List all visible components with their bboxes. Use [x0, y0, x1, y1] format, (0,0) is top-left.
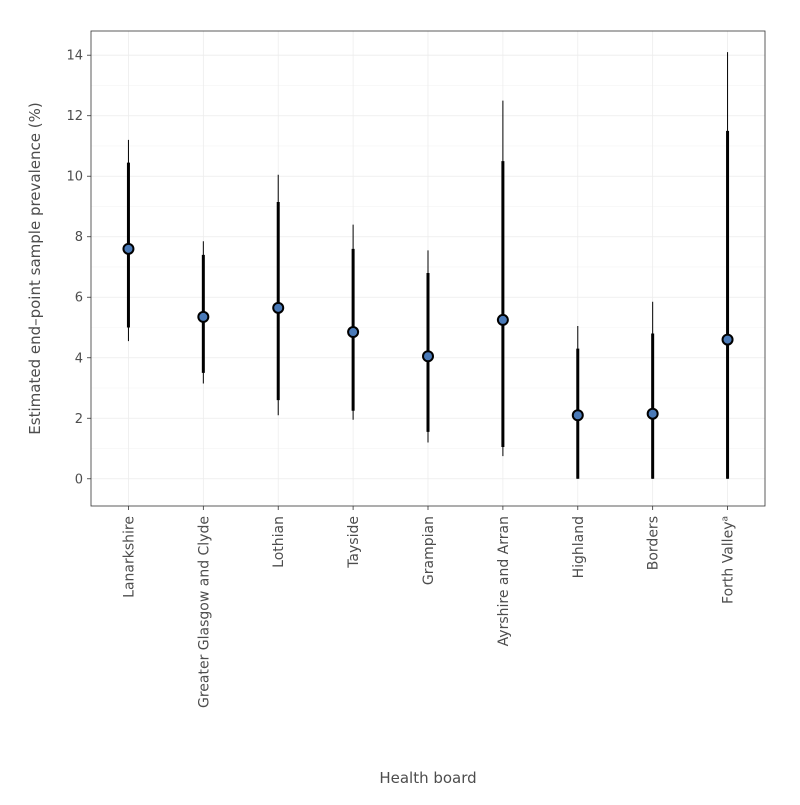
- data-marks: [122, 52, 734, 479]
- x-axis-title: Health board: [379, 769, 476, 787]
- x-tick-label: Highland: [571, 516, 587, 578]
- x-tick-label: Ayrshire and Arran: [496, 516, 512, 646]
- estimate-point: [571, 409, 584, 422]
- x-tick-label: Borders: [646, 516, 662, 570]
- x-tick-label: Tayside: [346, 516, 362, 569]
- x-tick-label-text: Lanarkshire: [121, 516, 137, 598]
- estimate-point: [422, 350, 434, 363]
- x-tick-label-text: Borders: [646, 516, 662, 570]
- estimate-point: [721, 333, 734, 346]
- x-tick-label: Grampian: [421, 516, 437, 585]
- x-tick-label-text: Forth Valley: [721, 522, 737, 604]
- x-tick-label: Greater Glasgow and Clyde: [196, 516, 212, 708]
- x-tick-label-superscript: a: [721, 516, 731, 522]
- estimate-point: [272, 301, 285, 314]
- x-tick-label-text: Highland: [571, 516, 587, 578]
- estimate-point: [197, 310, 210, 323]
- x-tick-label-text: Tayside: [346, 516, 362, 569]
- x-tick-label-text: Ayrshire and Arran: [496, 516, 512, 646]
- x-axis: Lanarkshire Greater Glasgow and Clyde Loth…: [121, 506, 737, 708]
- y-tick-label: 6: [75, 291, 83, 306]
- y-axis-title: Estimated end–point sample prevalence (%…: [26, 102, 44, 434]
- y-tick-label: 12: [66, 109, 83, 124]
- estimate-point: [122, 242, 135, 255]
- panel-border: [90, 30, 766, 507]
- x-tick-label: Forth Valleya: [721, 516, 737, 604]
- y-tick-label: 14: [66, 49, 83, 64]
- y-tick-label: 2: [75, 412, 83, 427]
- y-axis: 0 2 4 6 8 10 12 14: [66, 49, 91, 487]
- estimate-point: [646, 407, 659, 420]
- x-tick-label-text: Lothian: [271, 516, 287, 568]
- x-tick-label: Lothian: [271, 516, 287, 568]
- y-tick-label: 10: [66, 170, 83, 185]
- x-tick-label: Lanarkshire: [121, 516, 137, 598]
- y-tick-label: 4: [75, 351, 83, 366]
- y-tick-label: 0: [75, 472, 83, 487]
- x-tick-label-text: Greater Glasgow and Clyde: [196, 516, 212, 708]
- estimate-point: [347, 326, 360, 339]
- x-tick-label-text: Grampian: [421, 516, 437, 585]
- y-tick-label: 8: [75, 230, 83, 245]
- estimate-point: [496, 313, 509, 326]
